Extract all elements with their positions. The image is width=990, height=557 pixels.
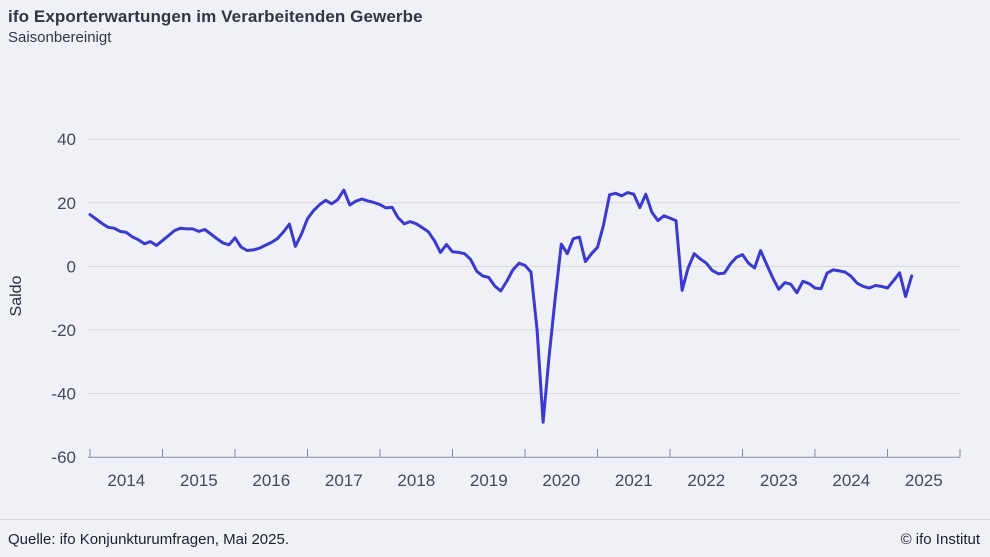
x-tick-label: 2019 [470,471,508,490]
x-tick-label: 2016 [252,471,290,490]
page-title: ifo Exporterwartungen im Verarbeitenden … [8,7,423,26]
footer-divider [0,519,990,520]
page-subtitle: Saisonbereinigt [8,29,112,47]
x-tick-label: 2015 [180,471,218,490]
y-tick-labels: 40 20 0 -20 -40 -60 [51,130,76,467]
x-tick-label: 2023 [760,471,798,490]
y-tick-label: 40 [57,130,76,149]
series-line-exporterwartungen [88,188,914,424]
x-tick-label: 2022 [687,471,725,490]
y-tick-label: 0 [67,257,76,276]
x-tick-label: 2025 [905,471,943,490]
x-axis-ticks [89,449,961,458]
y-tick-label: -60 [51,448,76,467]
gridlines [88,138,960,458]
x-tick-label: 2020 [542,471,580,490]
chart-footer: Quelle: ifo Konjunkturumfragen, Mai 2025… [0,527,990,557]
x-tick-label: 2018 [397,471,435,490]
y-tick-label: -20 [51,321,76,340]
x-tick-label: 2017 [325,471,363,490]
copyright-note: © ifo Institut [900,531,980,548]
x-tick-label: 2014 [107,471,145,490]
chart-header: ifo Exporterwartungen im Verarbeitenden … [8,6,423,48]
x-tick-labels: 2014 2015 2016 2017 2018 2019 2020 2021 2022 2023… [107,471,942,490]
x-tick-label: 2021 [615,471,653,490]
source-note: Quelle: ifo Konjunkturumfragen, Mai 2025… [8,531,289,548]
x-tick-label: 2024 [832,471,870,490]
y-tick-label: 20 [57,194,76,213]
y-tick-label: -40 [51,385,76,404]
